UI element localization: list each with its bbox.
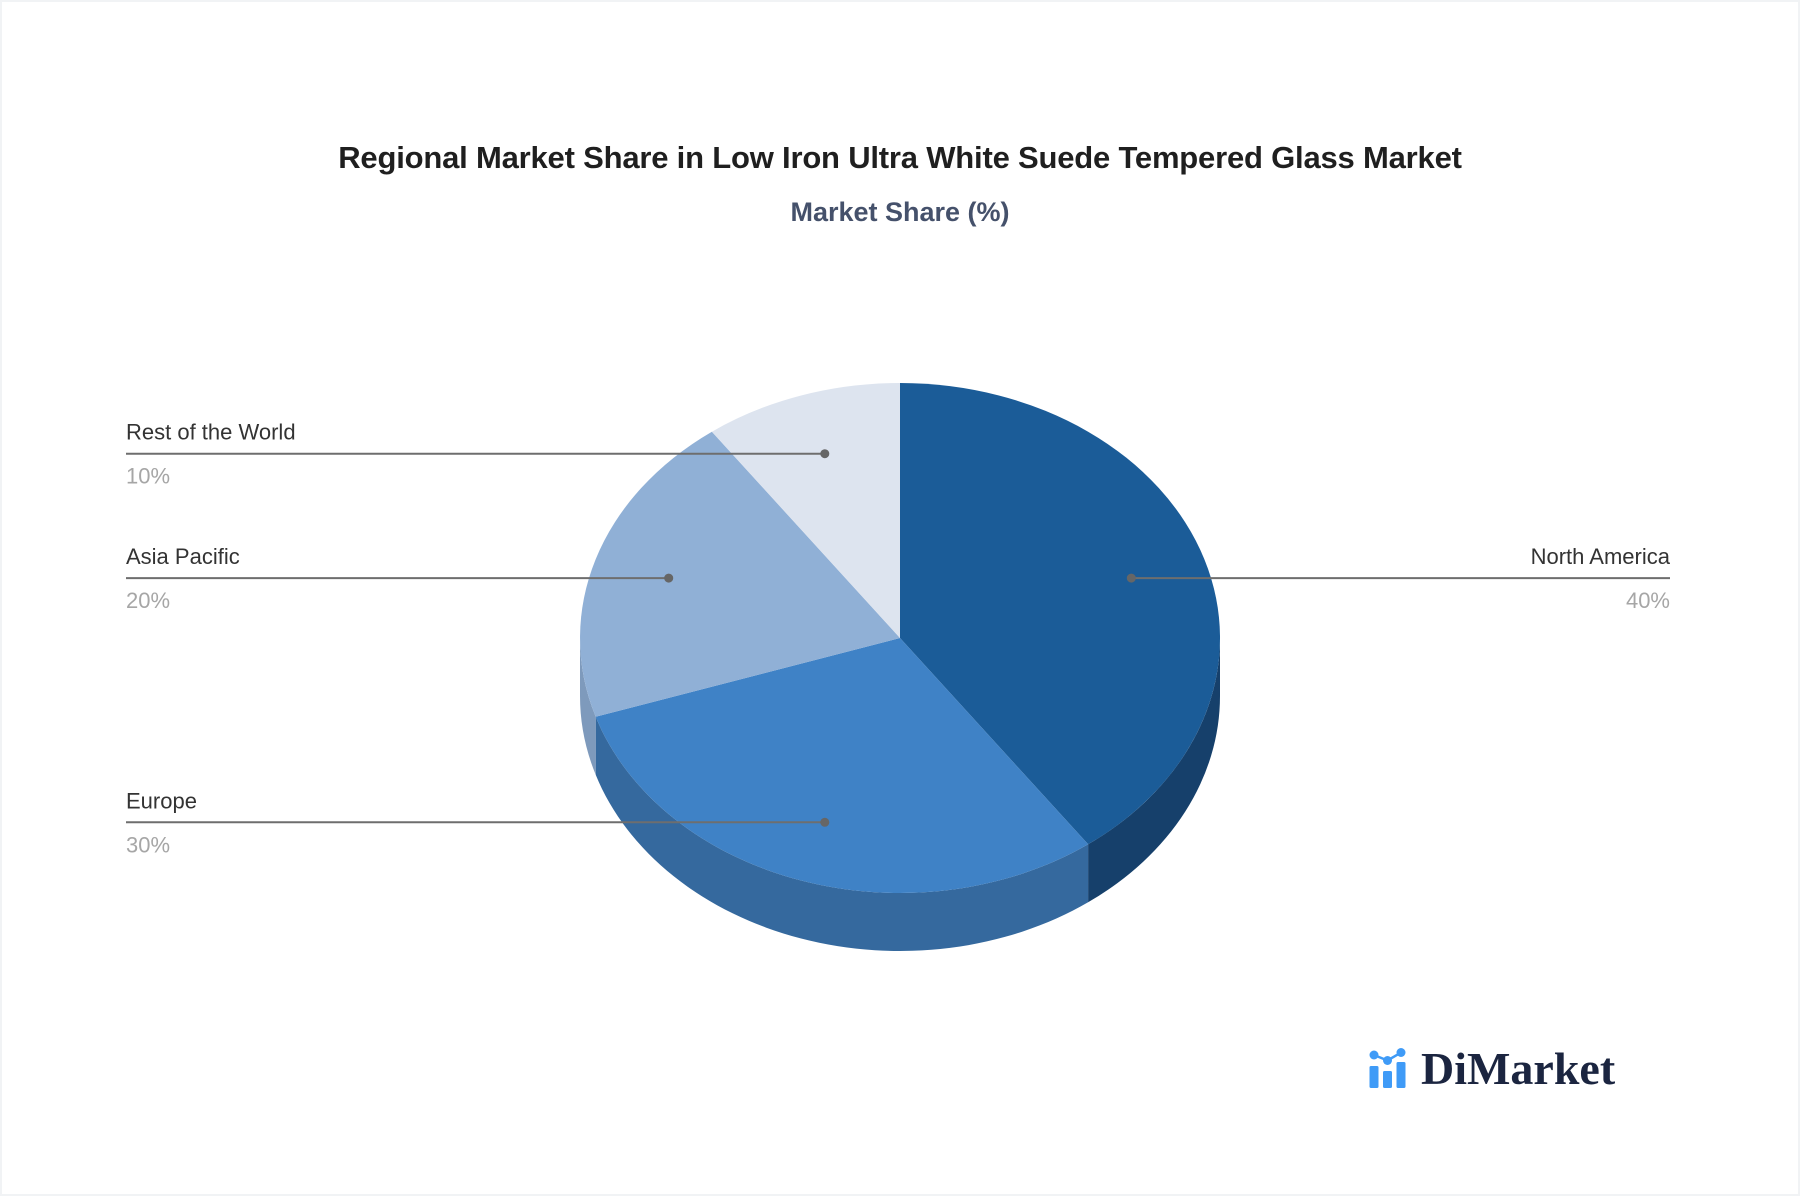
leader-dot-north-america [1126, 573, 1136, 583]
slice-label-asia-pacific: Asia Pacific [126, 544, 240, 569]
slice-label-north-america: North America [1531, 544, 1671, 569]
pie-slice-side-asia-pacific [580, 638, 596, 775]
slice-value-north-america: 40% [1626, 588, 1670, 613]
pie-slice-europe[interactable] [595, 638, 1089, 893]
leader-dot-rest-of-the-world [820, 449, 830, 459]
slice-label-rest-of-the-world: Rest of the World [126, 420, 296, 445]
logo-text: DiMarket [1421, 1043, 1616, 1094]
chart-subtitle: Market Share (%) [790, 197, 1010, 227]
pie-slice-north-america[interactable] [900, 383, 1221, 845]
chart-title: Regional Market Share in Low Iron Ultra … [338, 140, 1462, 175]
bar-line-chart-icon [1369, 1048, 1406, 1088]
leader-dot-europe [820, 817, 830, 827]
pie-slice-rest-of-the-world[interactable] [711, 382, 900, 638]
pie-slice-side-north-america [1088, 638, 1220, 903]
slice-label-europe: Europe [126, 788, 197, 813]
leader-dot-asia-pacific [664, 573, 674, 583]
dimarket-logo: DiMarket [1366, 1042, 1615, 1094]
pie-slice-asia-pacific[interactable] [580, 431, 900, 717]
pie-slice-side-europe [595, 716, 1089, 951]
slice-value-europe: 30% [126, 832, 170, 857]
slice-value-rest-of-the-world: 10% [126, 464, 170, 489]
slice-value-asia-pacific: 20% [126, 588, 170, 613]
